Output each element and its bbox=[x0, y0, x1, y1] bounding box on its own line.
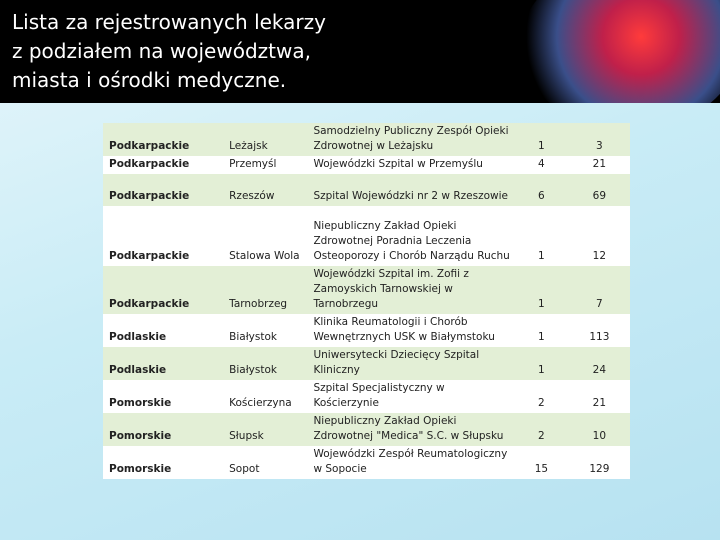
title-line: z podziałem na województwa, bbox=[12, 39, 311, 63]
table-cell: 1 bbox=[538, 140, 545, 152]
table-row: Podkarpackie Tarnobrzeg Wojewódzki Szpital… bbox=[103, 266, 630, 314]
table-row: Podkarpackie Rzeszów Szpital Wojewódzki nr… bbox=[103, 174, 630, 206]
table-cell: Niepubliczny Zakład Opieki Zdrowotnej "M… bbox=[313, 415, 504, 442]
table-cell: 2 bbox=[538, 397, 545, 409]
table-cell: 3 bbox=[596, 140, 603, 152]
table-row: Pomorskie Sopot Wojewódzki Zespół Reumatol… bbox=[103, 446, 630, 479]
table-cell: 69 bbox=[592, 190, 607, 202]
title-line: miasta i ośrodki medyczne. bbox=[12, 68, 287, 92]
doctors-table: Podkarpackie Leżajsk Samodzielny Publiczny… bbox=[103, 123, 630, 479]
table-cell: 15 bbox=[534, 463, 549, 475]
table-row: Podkarpackie Leżajsk Samodzielny Publiczny… bbox=[103, 123, 630, 156]
table-cell: Podlaskie bbox=[109, 331, 167, 343]
table-cell: 21 bbox=[592, 397, 607, 409]
table-cell: 1 bbox=[538, 298, 545, 310]
table-row: Podlaskie Białystok Uniwersytecki Dziecięc… bbox=[103, 347, 630, 380]
table-cell: 1 bbox=[538, 331, 545, 343]
table-cell: Słupsk bbox=[229, 430, 264, 442]
table-cell: Leżajsk bbox=[229, 140, 268, 152]
table-row: Pomorskie Słupsk Niepubliczny Zakład Opiek… bbox=[103, 413, 630, 446]
decorative-image bbox=[520, 0, 720, 103]
table-cell: Podkarpackie bbox=[109, 298, 190, 310]
table-row: Pomorskie Kościerzyna Szpital Specjalistyc… bbox=[103, 380, 630, 413]
table-cell: Białystok bbox=[229, 364, 277, 376]
table-row: Podkarpackie Stalowa Wola Niepubliczny Zak… bbox=[103, 206, 630, 266]
title-line: Lista za rejestrowanych lekarzy bbox=[12, 10, 326, 34]
table-cell: Szpital Wojewódzki nr 2 w Rzeszowie bbox=[313, 190, 509, 202]
table-row: Podkarpackie Przemyśl Wojewódzki Szpital w… bbox=[103, 156, 630, 174]
table-cell: 6 bbox=[538, 190, 545, 202]
table-cell: Uniwersytecki Dziecięcy Szpital Kliniczn… bbox=[313, 349, 480, 376]
table-cell: Podkarpackie bbox=[109, 158, 190, 170]
table-cell: 1 bbox=[538, 364, 545, 376]
table-cell: Niepubliczny Zakład Opieki Zdrowotnej Po… bbox=[313, 220, 510, 262]
table-cell: Wojewódzki Zespół Reumatologiczny w Sopo… bbox=[313, 448, 508, 475]
slide-title: Lista za rejestrowanych lekarzy z podział… bbox=[12, 8, 326, 95]
table-cell: 129 bbox=[589, 463, 610, 475]
table-cell: Przemyśl bbox=[229, 158, 277, 170]
table-cell: 24 bbox=[592, 364, 607, 376]
table-cell: Klinika Reumatologii i Chorób Wewnętrzny… bbox=[313, 316, 495, 343]
table-cell: Podkarpackie bbox=[109, 250, 190, 262]
table-cell: Pomorskie bbox=[109, 430, 172, 442]
table-cell: Tarnobrzeg bbox=[229, 298, 288, 310]
table-cell: Podlaskie bbox=[109, 364, 167, 376]
table-cell: Rzeszów bbox=[229, 190, 275, 202]
table-cell: Podkarpackie bbox=[109, 190, 190, 202]
table-cell: 21 bbox=[592, 158, 607, 170]
table-cell: Kościerzyna bbox=[229, 397, 292, 409]
table-cell: 10 bbox=[592, 430, 607, 442]
header-band: Lista za rejestrowanych lekarzy z podział… bbox=[0, 0, 720, 103]
table-cell: Wojewódzki Szpital im. Zofii z Zamoyskic… bbox=[313, 268, 469, 310]
table-cell: Pomorskie bbox=[109, 397, 172, 409]
table-cell: 1 bbox=[538, 250, 545, 262]
table-cell: 4 bbox=[538, 158, 545, 170]
table-cell: Pomorskie bbox=[109, 463, 172, 475]
table-cell: 2 bbox=[538, 430, 545, 442]
table-cell: Wojewódzki Szpital w Przemyślu bbox=[313, 158, 483, 170]
table-cell: Białystok bbox=[229, 331, 277, 343]
table-cell: Szpital Specjalistyczny w Kościerzynie bbox=[313, 382, 445, 409]
table-cell: 12 bbox=[592, 250, 607, 262]
table-cell: 7 bbox=[596, 298, 603, 310]
table-cell: Stalowa Wola bbox=[229, 250, 300, 262]
table-cell: Sopot bbox=[229, 463, 260, 475]
table-cell: Podkarpackie bbox=[109, 140, 190, 152]
table-cell: Samodzielny Publiczny Zespół Opieki Zdro… bbox=[313, 125, 509, 152]
table-row: Podlaskie Białystok Klinika Reumatologii i… bbox=[103, 314, 630, 347]
table-cell: 113 bbox=[589, 331, 610, 343]
